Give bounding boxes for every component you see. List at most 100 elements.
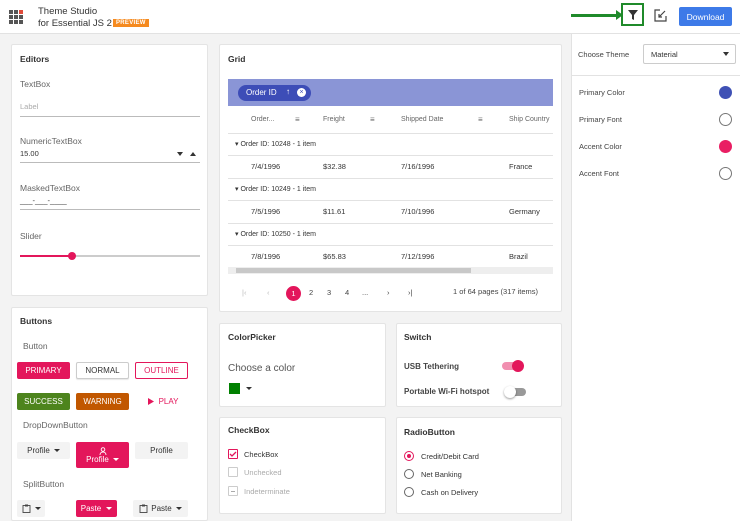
accent-font-swatch[interactable] xyxy=(719,167,732,180)
switch-title: Switch xyxy=(404,332,432,342)
success-button[interactable]: SUCCESS xyxy=(17,393,70,410)
masked-input[interactable]: ___-___-____ xyxy=(20,196,67,205)
filter-icon[interactable]: ≡ xyxy=(478,115,483,124)
download-button[interactable]: Download xyxy=(679,7,732,26)
masked-underline xyxy=(20,209,200,210)
close-icon[interactable]: × xyxy=(297,88,306,97)
col-header-freight[interactable]: Freight xyxy=(323,116,345,123)
group-caption[interactable]: ▾ Order ID: 10249 - 1 item xyxy=(235,185,316,193)
divider xyxy=(228,200,553,201)
table-cell: 7/10/1996 xyxy=(401,207,435,216)
wifi-hotspot-switch[interactable] xyxy=(504,386,526,398)
page-ellipsis[interactable]: ... xyxy=(362,288,369,297)
numeric-underline xyxy=(20,162,200,163)
group-chip[interactable]: Order ID ↑ × xyxy=(238,85,311,101)
switch-label: Portable Wi-Fi hotspot xyxy=(404,387,490,396)
profile-dropdown-1[interactable]: Profile xyxy=(17,442,70,459)
chevron-down-icon: ▾ xyxy=(235,141,241,148)
radio-card xyxy=(396,417,562,514)
profile-dropdown-3[interactable]: Profile xyxy=(135,442,188,459)
horizontal-scrollbar[interactable] xyxy=(228,267,553,274)
outline-button[interactable]: OUTLINE xyxy=(135,362,188,379)
radio-label: Credit/Debit Card xyxy=(421,452,479,461)
radio-title: RadioButton xyxy=(404,427,455,437)
accent-color-swatch[interactable] xyxy=(719,140,732,153)
slider-track[interactable] xyxy=(20,252,200,260)
color-swatch[interactable] xyxy=(229,383,240,394)
chevron-down-icon xyxy=(53,449,60,452)
filter-icon[interactable]: ≡ xyxy=(370,115,375,124)
normal-button[interactable]: NORMAL xyxy=(76,362,129,379)
primary-color-swatch[interactable] xyxy=(719,86,732,99)
paste-split-icon-button[interactable] xyxy=(17,500,45,517)
textbox-input[interactable]: Label xyxy=(20,102,39,111)
checkbox-unchecked[interactable] xyxy=(228,467,238,477)
col-header-shipped[interactable]: Shipped Date xyxy=(401,116,444,123)
page-1[interactable]: 1 xyxy=(286,286,301,301)
prev-page-icon[interactable]: ‹ xyxy=(267,288,270,297)
chevron-down-icon[interactable] xyxy=(723,52,729,56)
divider xyxy=(572,75,740,76)
radio-credit-card[interactable] xyxy=(404,451,414,461)
split-section-label: SplitButton xyxy=(23,479,65,489)
slider-thumb[interactable] xyxy=(68,252,77,260)
page-3[interactable]: 3 xyxy=(327,288,332,297)
table-cell: 7/4/1996 xyxy=(251,162,281,171)
table-cell: 7/5/1996 xyxy=(251,207,281,216)
col-header-order[interactable]: Order... xyxy=(251,116,275,123)
apps-grid-icon[interactable] xyxy=(9,10,23,24)
app-title: Theme Studio xyxy=(38,6,98,17)
checkbox-checked[interactable] xyxy=(228,449,238,459)
chevron-down-icon xyxy=(175,507,182,510)
pager-info: 1 of 64 pages (317 items) xyxy=(453,287,539,296)
radio-cash-on-delivery[interactable] xyxy=(404,487,414,497)
filter-button[interactable] xyxy=(621,3,644,26)
minus-icon xyxy=(231,490,235,492)
paste-label-2: Paste xyxy=(151,504,172,513)
user-icon xyxy=(99,446,106,455)
checkbox-card xyxy=(219,417,386,514)
paste-split-button-2[interactable]: Paste xyxy=(133,500,188,517)
first-page-icon[interactable]: |‹ xyxy=(242,288,247,297)
primary-button[interactable]: PRIMARY xyxy=(17,362,70,379)
checkbox-label: CheckBox xyxy=(244,450,279,459)
group-caption-text: Order ID: 10250 - 1 item xyxy=(240,231,316,238)
check-icon xyxy=(229,451,237,457)
filter-icon xyxy=(627,9,638,20)
filter-icon[interactable]: ≡ xyxy=(295,115,300,124)
group-caption[interactable]: ▾ Order ID: 10250 - 1 item xyxy=(235,230,316,238)
play-button[interactable]: PLAY xyxy=(140,393,185,410)
divider xyxy=(228,245,553,246)
numeric-input[interactable]: 15.00 xyxy=(20,149,39,158)
usb-tethering-switch[interactable] xyxy=(502,360,524,372)
dropdown-section-label: DropDownButton xyxy=(23,420,88,430)
editors-title: Editors xyxy=(20,54,50,64)
primary-font-swatch[interactable] xyxy=(719,113,732,126)
scrollbar-thumb[interactable] xyxy=(236,268,471,273)
group-caption[interactable]: ▾ Order ID: 10248 - 1 item xyxy=(235,140,316,148)
theme-select[interactable]: Material xyxy=(643,44,736,64)
numeric-down-icon[interactable] xyxy=(177,152,183,156)
warning-button[interactable]: WARNING xyxy=(76,393,129,410)
switch-card xyxy=(396,323,562,407)
paste-split-button[interactable]: Paste xyxy=(76,500,117,517)
checkbox-label: Indeterminate xyxy=(244,487,290,496)
chevron-down-icon: ▾ xyxy=(235,231,241,238)
numeric-up-icon[interactable] xyxy=(190,152,196,156)
edit-button[interactable] xyxy=(652,7,668,23)
profile-dropdown-2[interactable]: Profile xyxy=(76,442,129,468)
checkbox-indeterminate[interactable] xyxy=(228,486,238,496)
accent-color-label: Accent Color xyxy=(579,142,622,151)
page-4[interactable]: 4 xyxy=(345,288,350,297)
last-page-icon[interactable]: ›| xyxy=(408,288,413,297)
next-page-icon[interactable]: › xyxy=(387,288,390,297)
radio-net-banking[interactable] xyxy=(404,469,414,479)
buttons-card xyxy=(11,307,208,521)
col-header-country[interactable]: Ship Country xyxy=(509,116,550,123)
page-2[interactable]: 2 xyxy=(309,288,314,297)
slider-fill xyxy=(20,255,73,257)
textbox-label: TextBox xyxy=(20,79,51,89)
sort-ascending-icon[interactable]: ↑ xyxy=(286,87,290,96)
primary-font-label: Primary Font xyxy=(579,115,622,124)
chevron-down-icon[interactable] xyxy=(246,387,252,390)
